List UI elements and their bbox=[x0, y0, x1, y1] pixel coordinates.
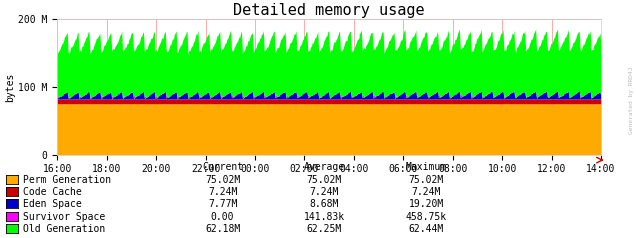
Text: 75.02M: 75.02M bbox=[307, 175, 342, 185]
Title: Detailed memory usage: Detailed memory usage bbox=[233, 3, 425, 18]
Text: 75.02M: 75.02M bbox=[205, 175, 240, 185]
Y-axis label: bytes: bytes bbox=[5, 72, 15, 102]
Text: 8.68M: 8.68M bbox=[310, 199, 339, 209]
Text: Current: Current bbox=[202, 162, 243, 172]
Text: 75.02M: 75.02M bbox=[408, 175, 444, 185]
Text: Code Cache: Code Cache bbox=[23, 187, 81, 197]
Text: Average: Average bbox=[304, 162, 345, 172]
Text: 141.83k: 141.83k bbox=[304, 212, 345, 222]
Text: 7.24M: 7.24M bbox=[411, 187, 441, 197]
Text: Survivor Space: Survivor Space bbox=[23, 212, 105, 222]
Text: Maximum: Maximum bbox=[406, 162, 446, 172]
Text: 19.20M: 19.20M bbox=[408, 199, 444, 209]
Text: 7.24M: 7.24M bbox=[310, 187, 339, 197]
Text: Old Generation: Old Generation bbox=[23, 224, 105, 234]
Text: 62.44M: 62.44M bbox=[408, 224, 444, 234]
Text: 62.25M: 62.25M bbox=[307, 224, 342, 234]
Text: 7.77M: 7.77M bbox=[208, 199, 237, 209]
Text: Perm Generation: Perm Generation bbox=[23, 175, 111, 185]
Text: Eden Space: Eden Space bbox=[23, 199, 81, 209]
Text: Generated by RRD4J: Generated by RRD4J bbox=[629, 66, 634, 134]
Text: 62.18M: 62.18M bbox=[205, 224, 240, 234]
Text: 0.00: 0.00 bbox=[211, 212, 234, 222]
Text: 458.75k: 458.75k bbox=[406, 212, 446, 222]
Text: 7.24M: 7.24M bbox=[208, 187, 237, 197]
